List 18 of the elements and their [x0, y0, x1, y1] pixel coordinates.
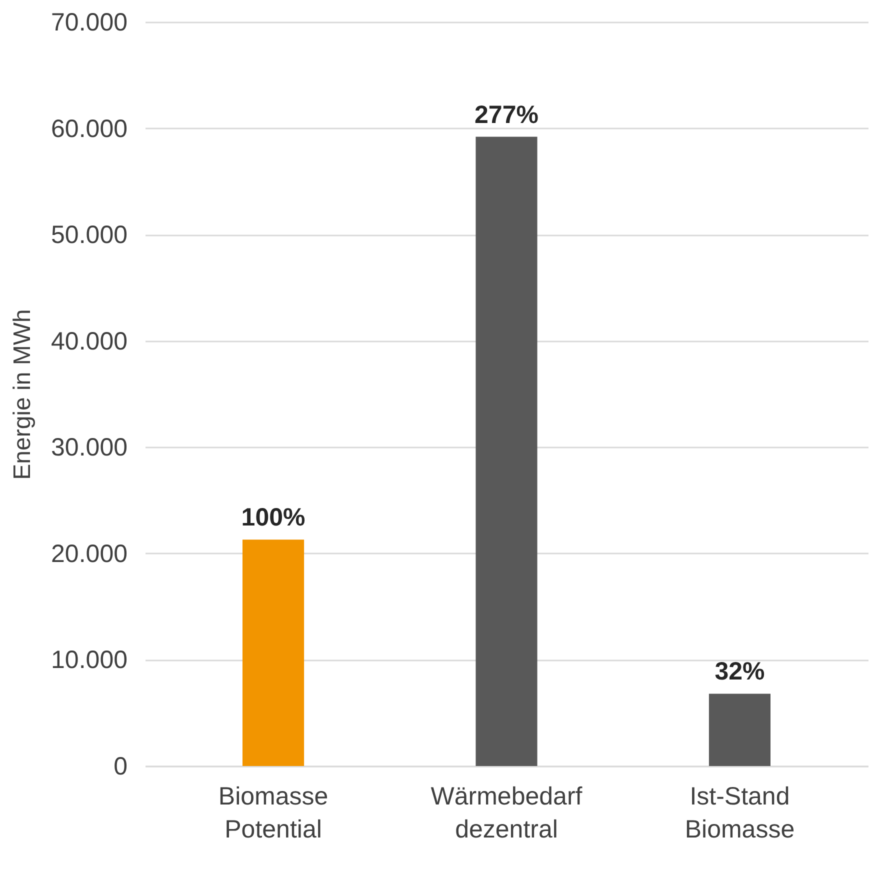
y-tick-label: 40.000 — [51, 327, 128, 356]
x-tick-label: Ist-Stand Biomasse — [684, 782, 795, 844]
x-tick-label: Biomasse Potential — [218, 782, 328, 844]
y-tick-label: 30.000 — [51, 434, 128, 462]
y-tick-label: 50.000 — [51, 221, 128, 250]
annotation: 32% — [714, 658, 765, 686]
bar — [242, 540, 304, 766]
y-axis-title: Energie in MWh — [9, 309, 36, 480]
x-tick-label: Wärmebedarf dezentral — [430, 782, 582, 844]
annotation: 277% — [474, 100, 538, 129]
bar — [476, 136, 538, 766]
annotation: 100% — [241, 504, 306, 532]
y-tick-label: 60.000 — [51, 114, 128, 143]
y-tick-label: 0 — [114, 752, 128, 780]
y-tick-label: 10.000 — [51, 646, 128, 674]
bar — [708, 694, 771, 766]
y-tick-label: 20.000 — [51, 540, 128, 568]
y-tick-label: 70.000 — [51, 8, 128, 36]
